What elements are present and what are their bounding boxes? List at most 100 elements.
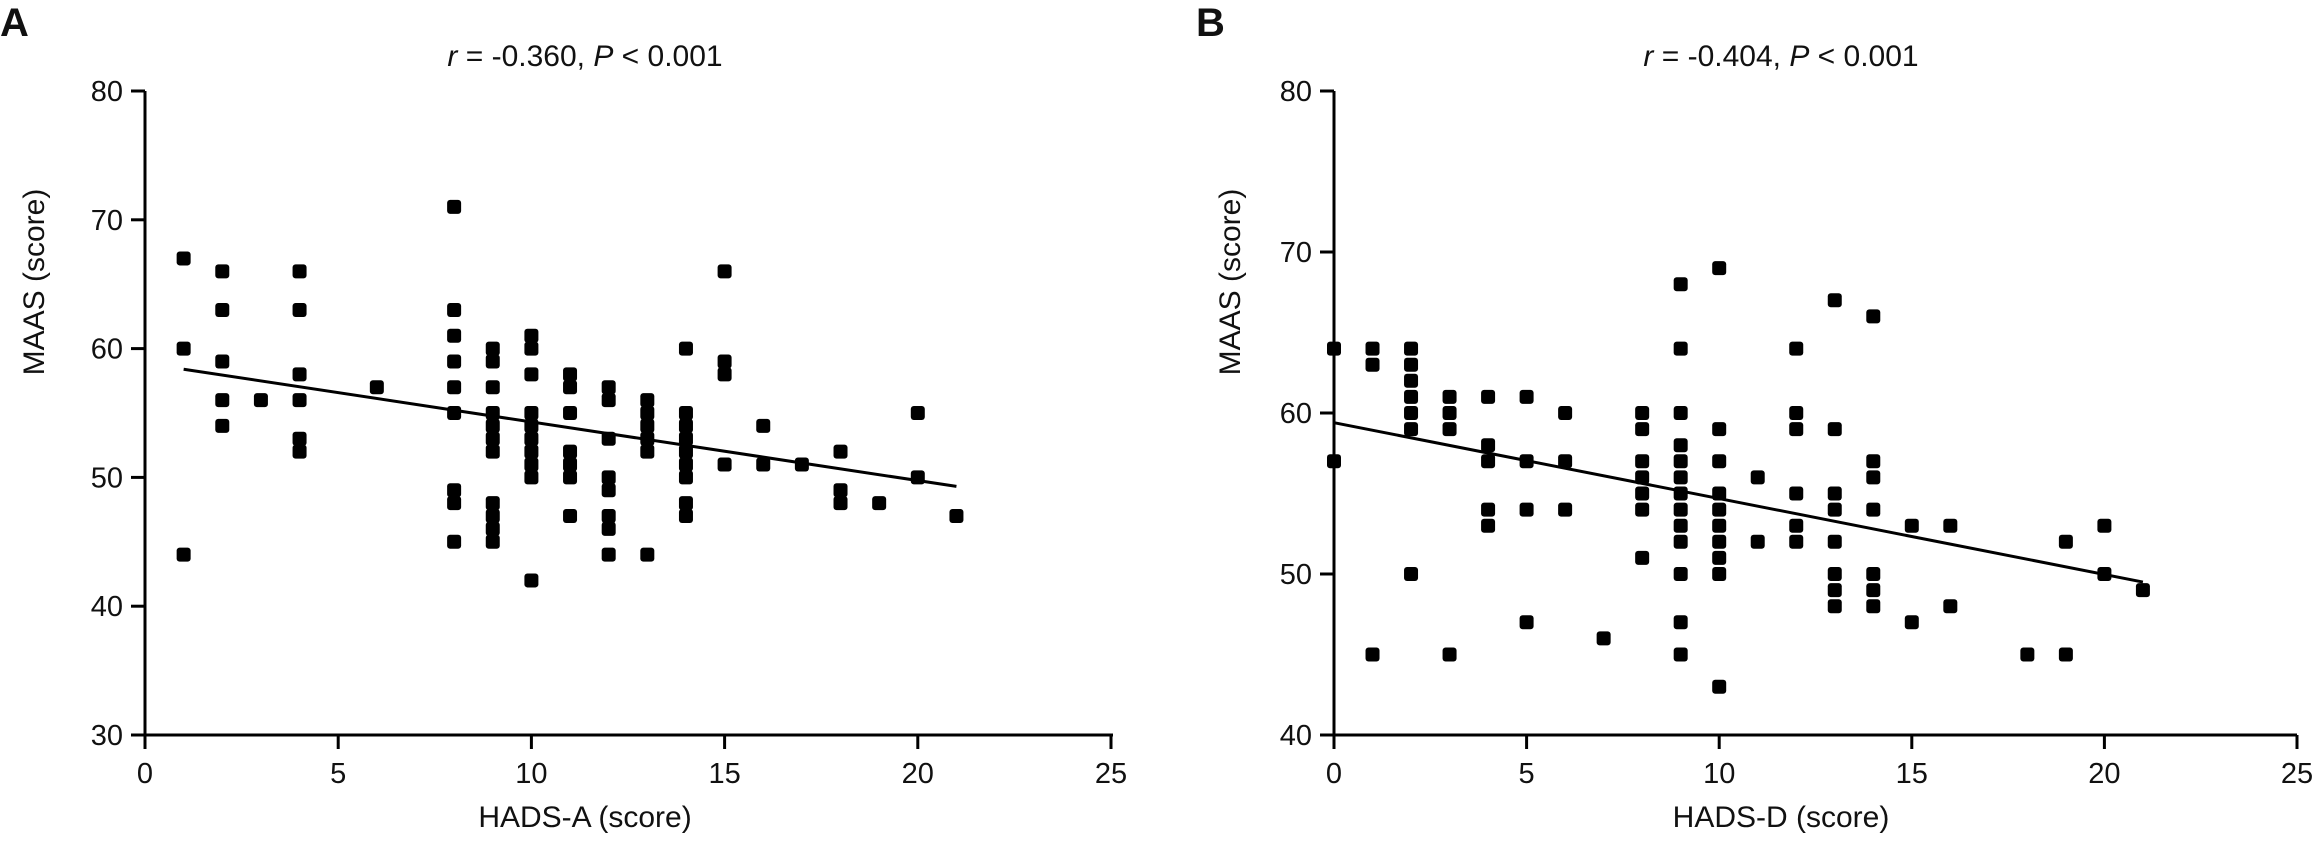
data-point (1404, 389, 1419, 404)
data-point (1866, 454, 1881, 469)
data-point (2097, 518, 2112, 533)
data-point (1635, 406, 1650, 420)
y-tick-label: 80 (1280, 76, 1312, 108)
data-point (485, 521, 500, 536)
data-point (2135, 583, 2150, 598)
data-point (485, 509, 500, 524)
x-tick-label: 10 (515, 758, 547, 790)
data-point (1442, 406, 1457, 420)
x-tick-label: 20 (902, 758, 934, 790)
panel-a-title-rest: < 0.001 (613, 40, 722, 73)
data-point (833, 483, 848, 498)
panel-b-y-axis-label: MAAS (score) (1214, 189, 1247, 376)
data-point (1635, 550, 1650, 565)
data-point (1712, 550, 1727, 565)
data-point (717, 264, 732, 279)
data-point (292, 444, 307, 459)
data-point (292, 367, 307, 382)
data-point (485, 380, 500, 395)
data-point (1827, 422, 1842, 437)
data-point (601, 547, 616, 562)
data-point (872, 496, 887, 511)
data-point (447, 380, 462, 395)
panel-b-letter: B (1196, 1, 1225, 45)
data-point (1712, 518, 1727, 533)
data-point (176, 547, 191, 562)
data-point (1712, 534, 1727, 549)
x-tick-label: 5 (330, 758, 346, 790)
panel-b-title-rest: < 0.001 (1809, 40, 1918, 73)
data-point (1789, 341, 1804, 356)
data-point (756, 418, 771, 433)
data-point (640, 547, 655, 562)
data-point (1365, 357, 1380, 372)
data-point (524, 573, 539, 588)
data-point (1750, 534, 1765, 549)
data-point (485, 406, 500, 420)
data-point (1827, 486, 1842, 501)
data-point (524, 470, 539, 485)
data-point (1789, 422, 1804, 437)
data-point (1943, 518, 1958, 533)
data-point (524, 328, 539, 343)
data-point (1442, 422, 1457, 437)
data-point (678, 341, 693, 356)
y-tick-label: 50 (1280, 559, 1312, 591)
data-point (369, 380, 384, 395)
panel-b-title-p: P (1789, 40, 1809, 73)
data-point (292, 302, 307, 317)
data-point (524, 418, 539, 433)
data-point (1827, 583, 1842, 598)
data-point (1519, 389, 1534, 404)
data-point (910, 470, 925, 485)
data-point (1404, 341, 1419, 356)
data-point (524, 367, 539, 382)
panel-a-title-p: P (593, 40, 613, 73)
data-point (447, 302, 462, 317)
data-point (1365, 341, 1380, 356)
panel-a-y-axis-label: MAAS (score) (18, 189, 51, 376)
data-point (2020, 647, 2035, 662)
x-tick-label: 15 (708, 758, 740, 790)
data-point (524, 341, 539, 356)
data-point (1442, 647, 1457, 662)
data-point (833, 444, 848, 459)
y-tick-label: 50 (91, 462, 123, 494)
data-point (678, 431, 693, 446)
panel-a-regression-line (183, 367, 957, 488)
data-point (1481, 518, 1496, 533)
data-point (215, 418, 230, 433)
data-point (640, 431, 655, 446)
data-point (1558, 454, 1573, 469)
y-tick-label: 70 (91, 205, 123, 237)
data-point (910, 406, 925, 420)
data-point (794, 457, 809, 472)
data-point (1481, 454, 1496, 469)
panel-a-letter: A (0, 1, 29, 45)
panel-a-title-r: r (447, 40, 458, 73)
data-point (215, 264, 230, 279)
panel-a-scatter-chart: A r = -0.360, P < 0.001 MAAS (score) HAD… (0, 1, 1127, 834)
data-point (717, 367, 732, 382)
data-point (1712, 567, 1727, 581)
data-point (1712, 454, 1727, 469)
data-point (1519, 615, 1534, 630)
data-point (678, 457, 693, 472)
y-tick-label: 40 (1280, 720, 1312, 752)
data-point (1712, 261, 1727, 276)
data-point (524, 444, 539, 459)
data-point (1673, 567, 1688, 581)
data-point (1673, 518, 1688, 533)
x-tick-label: 25 (1095, 758, 1127, 790)
x-tick-label: 10 (1703, 758, 1735, 790)
panel-a-title: r = -0.360, P < 0.001 (447, 40, 722, 73)
data-point (717, 354, 732, 369)
data-point (1827, 293, 1842, 308)
data-point (756, 457, 771, 472)
data-point (601, 509, 616, 524)
data-point (1635, 454, 1650, 469)
data-point (1673, 277, 1688, 292)
data-point (447, 406, 462, 420)
data-point (292, 264, 307, 279)
